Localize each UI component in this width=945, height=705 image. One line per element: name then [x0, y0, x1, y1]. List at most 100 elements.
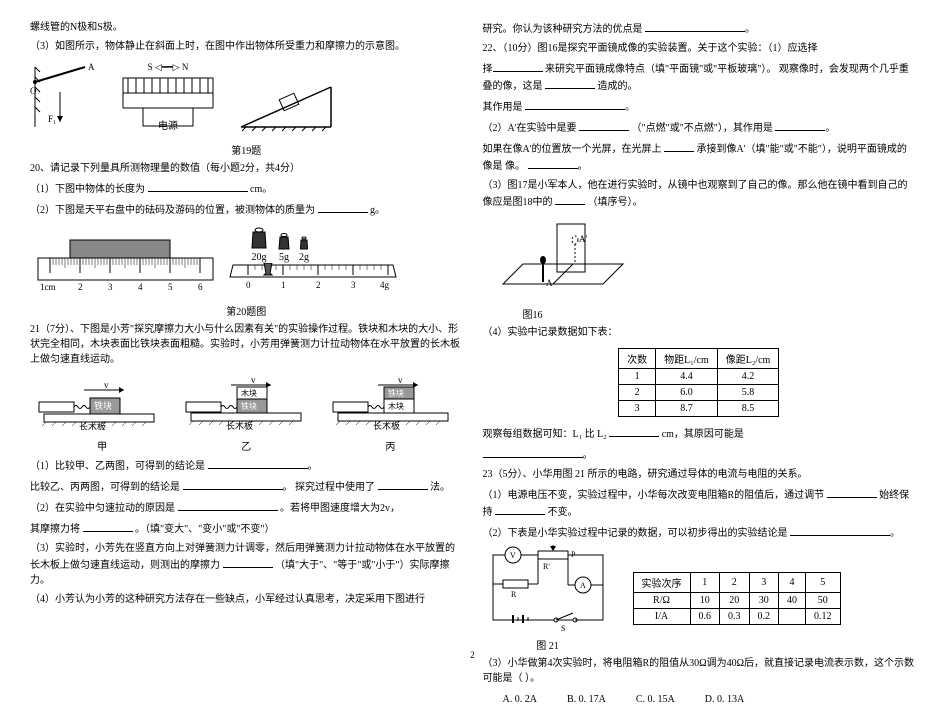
fig20-row: 1cm 2 3 4 5 6 20g 5g 2g	[30, 226, 463, 293]
q22-1d-blank[interactable]	[525, 98, 625, 110]
q22-2a-blank[interactable]	[579, 119, 629, 131]
circuit-svg: V P R' R A	[483, 545, 613, 635]
option-c[interactable]: C. 0. 15A	[636, 694, 675, 705]
q21-1b: 比较乙、丙两图，可得到的结论是 。 探究过程中使用了 法。	[30, 478, 463, 495]
svg-text:v: v	[398, 375, 403, 385]
q22-1: 择 来研究平面镜成像特点（填"平面镜"或"平板玻璃"）。 观察像时，会发现两个几…	[483, 60, 916, 94]
solenoid-diagram: S ◁━━▷ N 电源	[108, 62, 228, 132]
q22-4a-blank[interactable]	[609, 425, 659, 437]
q22-2: （2）A'在实验中是要 （"点燃"或"不点燃"），其作用是 。	[483, 119, 916, 136]
q21-3a-blank[interactable]	[223, 556, 273, 568]
q22-3a-text: （3）图17是小军本人，他在进行实验时，从镜中也观察到了自己的像。那么他在镜中看…	[483, 180, 908, 208]
q23-1: （1）电源电压不变，实验过程中，小华每次改变电阻箱R的阻值后，通过调节 始终保持…	[483, 486, 916, 520]
option-b[interactable]: B. 0. 17A	[567, 694, 606, 705]
mirror-diagram: A A' 图16	[483, 214, 916, 321]
weights-row: 20g 5g 2g	[248, 226, 398, 263]
q22-3: （3）图17是小军本人，他在进行实验时，从镜中也观察到了自己的像。那么他在镜中看…	[483, 178, 916, 210]
q21-1b-blank[interactable]	[183, 478, 283, 490]
table2-row2: I/A 0.6 0.3 0.2 0.12	[633, 609, 840, 625]
setup-yi: v 木块 铁块 长木板	[181, 375, 311, 430]
q22-4a: 观察每组数据可知：L₁ 比 L₂ cm，其原因可能是	[483, 425, 916, 442]
t2-h0: 实验次序	[633, 573, 690, 593]
compass-label: S ◁━━▷ N	[108, 62, 228, 73]
table2-row1: R/Ω 10 20 30 40 50	[633, 593, 840, 609]
page-number: 2	[470, 650, 475, 660]
q22-1-blank2[interactable]	[545, 77, 595, 89]
svg-text:O: O	[30, 86, 37, 96]
t1-r2c2: 5.8	[717, 385, 779, 401]
q20-2-blank[interactable]	[318, 201, 368, 213]
q20-item2: （2）下图是天平右盘中的砝码及游码的位置，被测物体的质量为 g。	[30, 201, 463, 218]
circuit-diagram: V P R' R A	[483, 545, 613, 652]
option-d[interactable]: D. 0. 13A	[705, 694, 744, 705]
cont-blank[interactable]	[645, 20, 745, 32]
option-a[interactable]: A. 0. 2A	[503, 694, 537, 705]
cont-span: 研究。你认为该种研究方法的优点是	[483, 24, 643, 35]
table1-row2: 2 6.0 5.8	[619, 385, 779, 401]
q23-1b-blank[interactable]	[495, 503, 545, 515]
force-diagram: A O F₁	[30, 62, 100, 132]
q22-1d: 其作用是 。	[483, 98, 916, 115]
fig19-row: A O F₁ S ◁━━▷ N	[30, 62, 463, 132]
weight-5g: 5g	[276, 232, 292, 263]
svg-text:A: A	[546, 278, 553, 288]
weight-2g-label: 2g	[299, 252, 309, 263]
q21-2c-blank[interactable]	[83, 520, 133, 532]
q22-4c-blank[interactable]	[483, 446, 583, 458]
q23-options: A. 0. 2A B. 0. 17A C. 0. 15A D. 0. 13A	[503, 694, 916, 705]
q20-title: 20、请记录下列量具所测物理量的数值（每小题2分，共4分）	[30, 161, 463, 176]
t2-r1c3: 30	[749, 593, 779, 609]
svg-text:P: P	[571, 550, 576, 559]
q23-3: （3）小华做第4次实验时，将电阻箱R的阻值从30Ω调为40Ω后，就直接记录电流表…	[483, 656, 916, 686]
t1-r1c1: 4.4	[656, 369, 718, 385]
q20-1-blank[interactable]	[148, 180, 248, 192]
q21-1c-blank[interactable]	[378, 478, 428, 490]
table1-header-row: 次数 物距L₁/cm 像距L₂/cm	[619, 349, 779, 369]
svg-text:v: v	[251, 375, 256, 385]
q22-title: 22、（10分）图16是探究平面镜成像的实验装置。关于这个实验：（1）应选择	[483, 41, 916, 56]
q22-4a-text: 观察每组数据可知：L₁ 比 L₂	[483, 429, 607, 440]
circuit-table-wrap: V P R' R A	[483, 545, 916, 652]
q22-3a-blank[interactable]	[555, 193, 585, 205]
q21-1a-text: （1）比较甲、乙两图，可得到的结论是	[30, 461, 205, 472]
q23-2-blank[interactable]	[790, 524, 890, 536]
q21-1b-text: 比较乙、丙两图，可得到的结论是	[30, 482, 180, 493]
t2-r1c1: 10	[690, 593, 720, 609]
q22-4: （4）实验中记录数据如下表：	[483, 325, 916, 340]
t2-r2c5: 0.12	[806, 609, 841, 625]
q22-2e-blank[interactable]	[528, 157, 578, 169]
q23-1a-blank[interactable]	[827, 486, 877, 498]
svg-text:R: R	[511, 590, 517, 599]
t2-r1c4: 40	[779, 593, 806, 609]
label-jia: 甲	[97, 438, 107, 453]
q22-2c-blank[interactable]	[664, 140, 694, 152]
t1-r3c2: 8.5	[717, 401, 779, 417]
q22-2b-blank[interactable]	[775, 119, 825, 131]
table1: 次数 物距L₁/cm 像距L₂/cm 1 4.4 4.2 2 6.0 5.8 3…	[618, 348, 779, 417]
jia-svg: v 铁块 长木板	[34, 380, 164, 430]
ruler-diagram: 1cm 2 3 4 5 6	[30, 238, 220, 293]
q21-1a-blank[interactable]	[208, 457, 308, 469]
q22-4c: 。	[483, 446, 916, 463]
q22-2c: 如果在像A'的位置放一个光屏，在光屏上 承接到像A'（填"能"或"不能"），说明…	[483, 140, 916, 174]
force-svg: A O F₁	[30, 62, 100, 132]
q19-item3: （3）如图所示，物体静止在斜面上时，在图中作出物体所受重力和摩擦力的示意图。	[30, 39, 463, 54]
q22-1-blank1[interactable]	[493, 60, 543, 72]
q23-1c-text: 不变。	[548, 507, 578, 518]
right-column: 研究。你认为该种研究方法的优点是 。 22、（10分）图16是探究平面镜成像的实…	[483, 20, 916, 648]
q22-3b-text: （填序号）。	[588, 197, 643, 208]
weights-diagram: 20g 5g 2g	[228, 226, 398, 293]
svg-text:R': R'	[543, 562, 550, 571]
power-label: 电源	[108, 117, 228, 132]
weight-20g-label: 20g	[252, 252, 267, 263]
t1-r2c1: 6.0	[656, 385, 718, 401]
q21-2c-text: 其摩擦力将	[30, 524, 80, 535]
q21-2a-text: （2）在实验中匀速拉动的原因是	[30, 503, 175, 514]
q20-2-unit: g。	[370, 205, 385, 216]
svg-text:1: 1	[281, 280, 286, 290]
setup-bing: v 铁块 木块 长木板	[328, 375, 458, 430]
q21-2a-blank[interactable]	[178, 499, 278, 511]
svg-text:长木板: 长木板	[373, 420, 400, 430]
incline-svg	[236, 72, 336, 132]
balance-scale-svg: 0 1 2 3 4g	[228, 263, 398, 293]
